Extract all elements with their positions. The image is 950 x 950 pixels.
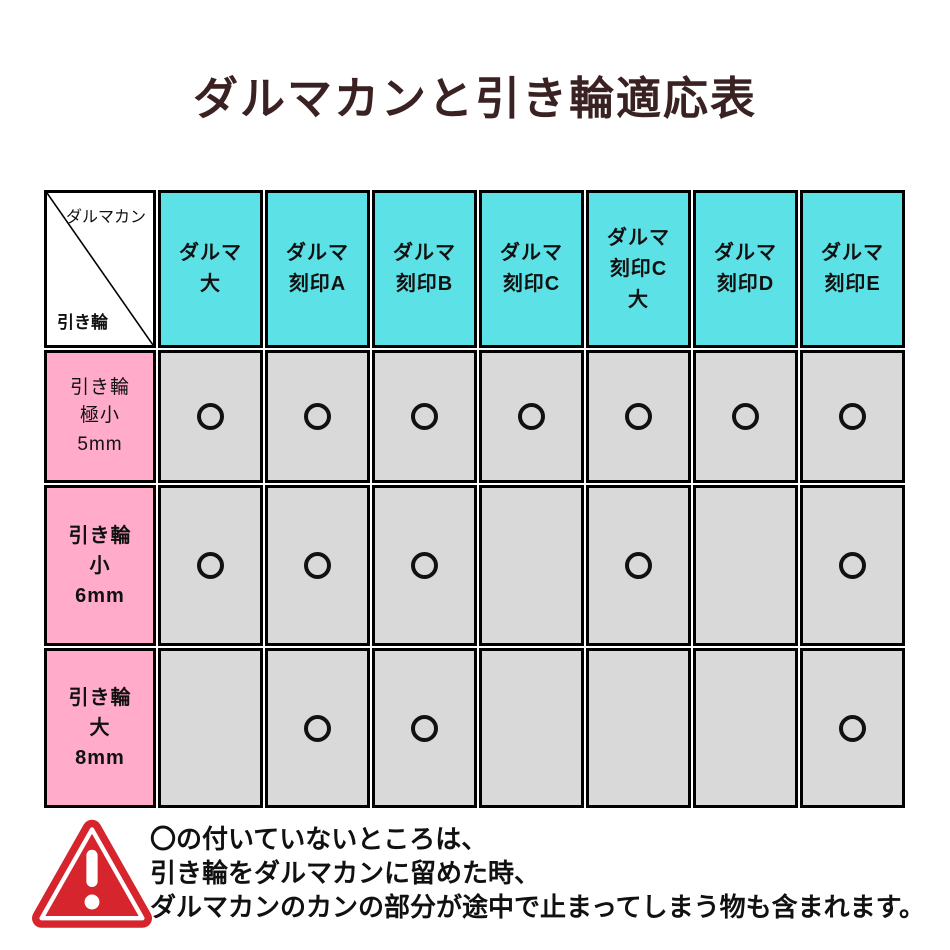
circle-mark <box>304 714 331 742</box>
circle-mark <box>518 403 545 430</box>
circle-mark <box>304 403 331 430</box>
table-cell <box>158 350 263 483</box>
exclamation-dot <box>84 894 100 910</box>
table-cell <box>265 485 370 646</box>
table-cell <box>693 485 798 646</box>
table-cell <box>800 350 905 483</box>
row-header-dai-8mm: 引き輪 大 8mm <box>44 648 156 808</box>
table-cell <box>693 648 798 808</box>
column-header-daruma-kokuin-d: ダルマ 刻印D <box>693 190 798 348</box>
circle-mark <box>197 552 224 579</box>
table-cell <box>265 648 370 808</box>
table-cell <box>158 648 263 808</box>
page-title: ダルマカンと引き輪適応表 <box>192 73 757 124</box>
circle-mark <box>839 552 866 579</box>
circle-mark <box>411 714 438 742</box>
circle-mark <box>839 403 866 430</box>
table-cell <box>158 485 263 646</box>
column-header-daruma-kokuin-a: ダルマ 刻印A <box>265 190 370 348</box>
table-cell <box>586 648 691 808</box>
note-line-3: ダルマカンのカンの部分が途中で止まってしまう物も含まれます。 <box>150 892 926 922</box>
table-cell <box>693 350 798 483</box>
circle-mark <box>197 403 224 430</box>
column-header-daruma-kokuin-c-dai: ダルマ 刻印C 大 <box>586 190 691 348</box>
compatibility-table: ダルマカン 引き輪 ダルマ 大 ダルマ 刻印A ダルマ 刻印B ダルマ 刻印C … <box>44 190 905 808</box>
table-cell <box>800 648 905 808</box>
table-cell <box>479 485 584 646</box>
circle-mark <box>625 552 652 579</box>
table-cell <box>586 485 691 646</box>
table-cell <box>265 350 370 483</box>
circle-mark <box>411 403 438 430</box>
column-header-daruma-kokuin-c: ダルマ 刻印C <box>479 190 584 348</box>
row-header-sho-6mm: 引き輪 小 6mm <box>44 485 156 646</box>
table-cell <box>372 350 477 483</box>
table-cell <box>800 485 905 646</box>
table-cell <box>479 350 584 483</box>
circle-mark <box>732 403 759 430</box>
exclamation-bar <box>86 849 98 887</box>
table-cell <box>372 485 477 646</box>
note-text: 〇の付いていないところは、 引き輪をダルマカンに留めた時、 ダルマカンのカンの部… <box>150 822 925 924</box>
warning-triangle-icon <box>32 819 152 928</box>
corner-label-hikiwa: 引き輪 <box>57 313 108 332</box>
corner-label-darumakan: ダルマカン <box>65 209 146 226</box>
table-cell <box>372 648 477 808</box>
circle-mark <box>625 403 652 430</box>
column-header-daruma-dai: ダルマ 大 <box>158 190 263 348</box>
diagonal-divider <box>47 193 153 345</box>
corner-cell: ダルマカン 引き輪 <box>44 190 156 348</box>
column-header-daruma-kokuin-b: ダルマ 刻印B <box>372 190 477 348</box>
circle-mark <box>839 714 866 742</box>
row-header-gokusho-5mm: 引き輪 極小 5mm <box>44 350 156 483</box>
column-header-daruma-kokuin-e: ダルマ 刻印E <box>800 190 905 348</box>
table-cell <box>479 648 584 808</box>
circle-mark <box>411 552 438 579</box>
table-cell <box>586 350 691 483</box>
circle-mark <box>304 552 331 579</box>
note-line-2: 引き輪をダルマカンに留めた時、 <box>150 858 541 888</box>
note-line-1: 〇の付いていないところは、 <box>150 824 488 854</box>
